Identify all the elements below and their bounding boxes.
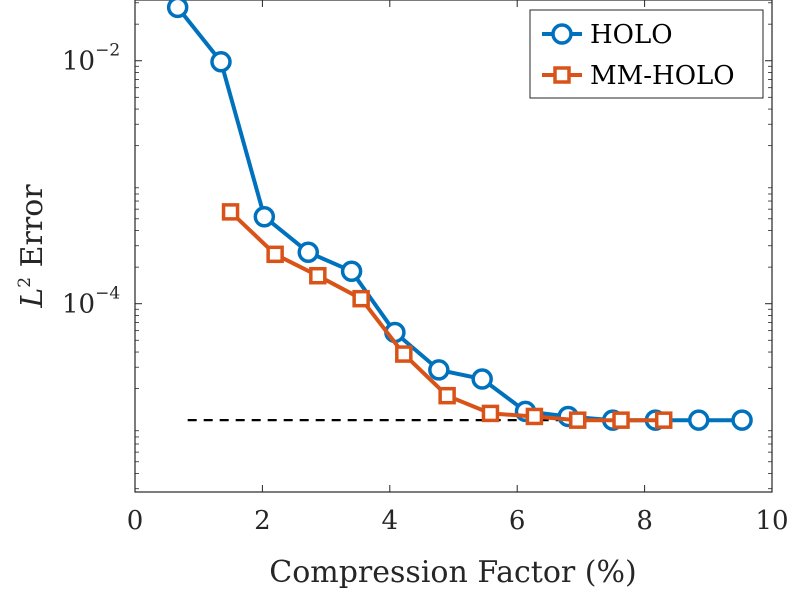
series-group [166,0,753,431]
data-point-mm-holo [309,266,327,285]
y-tick-label: 10−2 [62,41,120,77]
data-point-mm-holo [612,411,630,429]
legend-holo-label: HOLO [590,20,673,50]
data-point-holo [166,0,189,19]
x-tick-label: 8 [636,506,653,536]
data-point-mm-holo [438,386,456,405]
data-point-mm-holo [481,404,500,423]
y-axis-title-exponent: 2 [15,277,35,288]
y-tick-label: 10−4 [62,284,120,320]
legend-mm-holo-label: MM-HOLO [590,61,735,91]
data-point-holo [428,359,450,381]
data-point-holo [340,260,363,282]
x-tick-label: 4 [382,506,399,536]
y-tick-label-exponent: −4 [95,284,120,304]
y-axis-title: L2 Error [15,184,50,309]
data-point-mm-holo [395,345,413,363]
data-point-holo [297,241,320,264]
data-point-holo [210,51,232,73]
data-point-mm-holo [568,411,587,429]
y-axis-title-rest: Error [15,184,50,277]
data-point-mm-holo [525,407,544,426]
data-point-mm-holo [266,245,284,264]
y-tick-label-exponent: −2 [95,41,120,61]
x-tick-label: 2 [254,506,271,536]
data-point-mm-holo [352,289,370,308]
legend-holo-marker [551,23,573,45]
y-tick-label-base: 10 [62,47,95,77]
y-axis-title-base: L [15,288,50,309]
y-tick-label-base: 10 [62,290,95,320]
legend-mm-holo-marker [553,66,571,84]
data-point-holo [471,368,493,390]
legend: HOLO MM-HOLO [529,9,764,99]
axis-ticks [134,0,773,492]
data-point-holo [731,409,753,431]
data-point-mm-holo [221,203,240,221]
x-tick-labels: 0 2 4 6 8 10 [127,506,789,536]
data-point-mm-holo [654,411,673,429]
x-tick-label: 10 [755,506,788,536]
x-tick-label: 6 [509,506,526,536]
y-tick-labels: 10−210−4 [62,41,120,320]
data-point-holo [253,205,276,228]
x-tick-label: 0 [127,506,144,536]
x-axis-title: Compression Factor (%) [269,555,636,590]
data-point-holo [687,409,710,431]
